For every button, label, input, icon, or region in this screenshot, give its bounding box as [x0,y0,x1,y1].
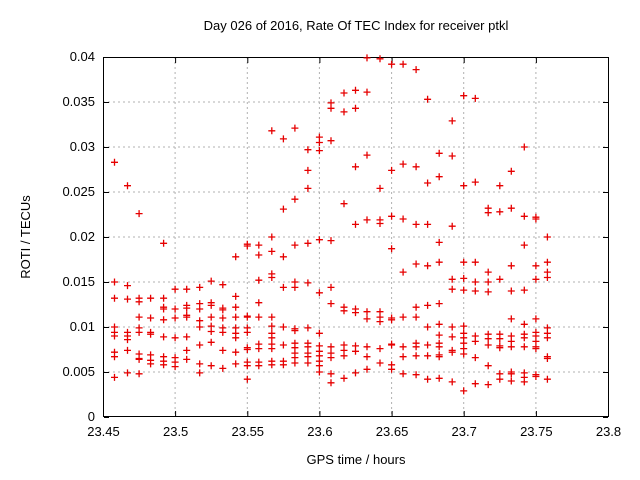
plot-border [103,57,609,417]
x-axis-label: GPS time / hours [306,452,406,467]
y-tick-label: 0.04 [69,49,95,64]
x-tick-label: 23.6 [307,424,333,439]
x-tick-label: 23.75 [520,424,553,439]
y-tick-label: 0.005 [62,364,95,379]
y-tick-label: 0.035 [62,94,95,109]
x-tick-label: 23.65 [375,424,409,439]
y-tick-label: 0.01 [69,319,95,334]
x-tick-label: 23.8 [595,424,622,439]
chart-title: Day 026 of 2016, Rate Of TEC Index for r… [203,18,509,33]
y-tick-label: 0.015 [62,274,95,289]
y-tick-label: 0.02 [69,229,95,244]
plot-canvas [103,54,609,418]
y-tick-label: 0 [87,409,95,424]
x-tick-label: 23.5 [162,424,189,439]
tick-marks [103,57,609,418]
x-tick-label: 23.45 [87,424,120,439]
x-tick-label: 23.55 [231,424,265,439]
plot-area [103,54,609,418]
y-tick-label: 0.03 [69,139,95,154]
scatter-points [111,54,551,395]
x-tick-label: 23.7 [451,424,477,439]
y-tick-label: 0.025 [62,184,95,199]
